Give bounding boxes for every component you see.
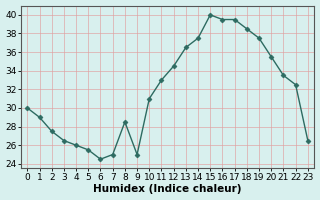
X-axis label: Humidex (Indice chaleur): Humidex (Indice chaleur): [93, 184, 242, 194]
